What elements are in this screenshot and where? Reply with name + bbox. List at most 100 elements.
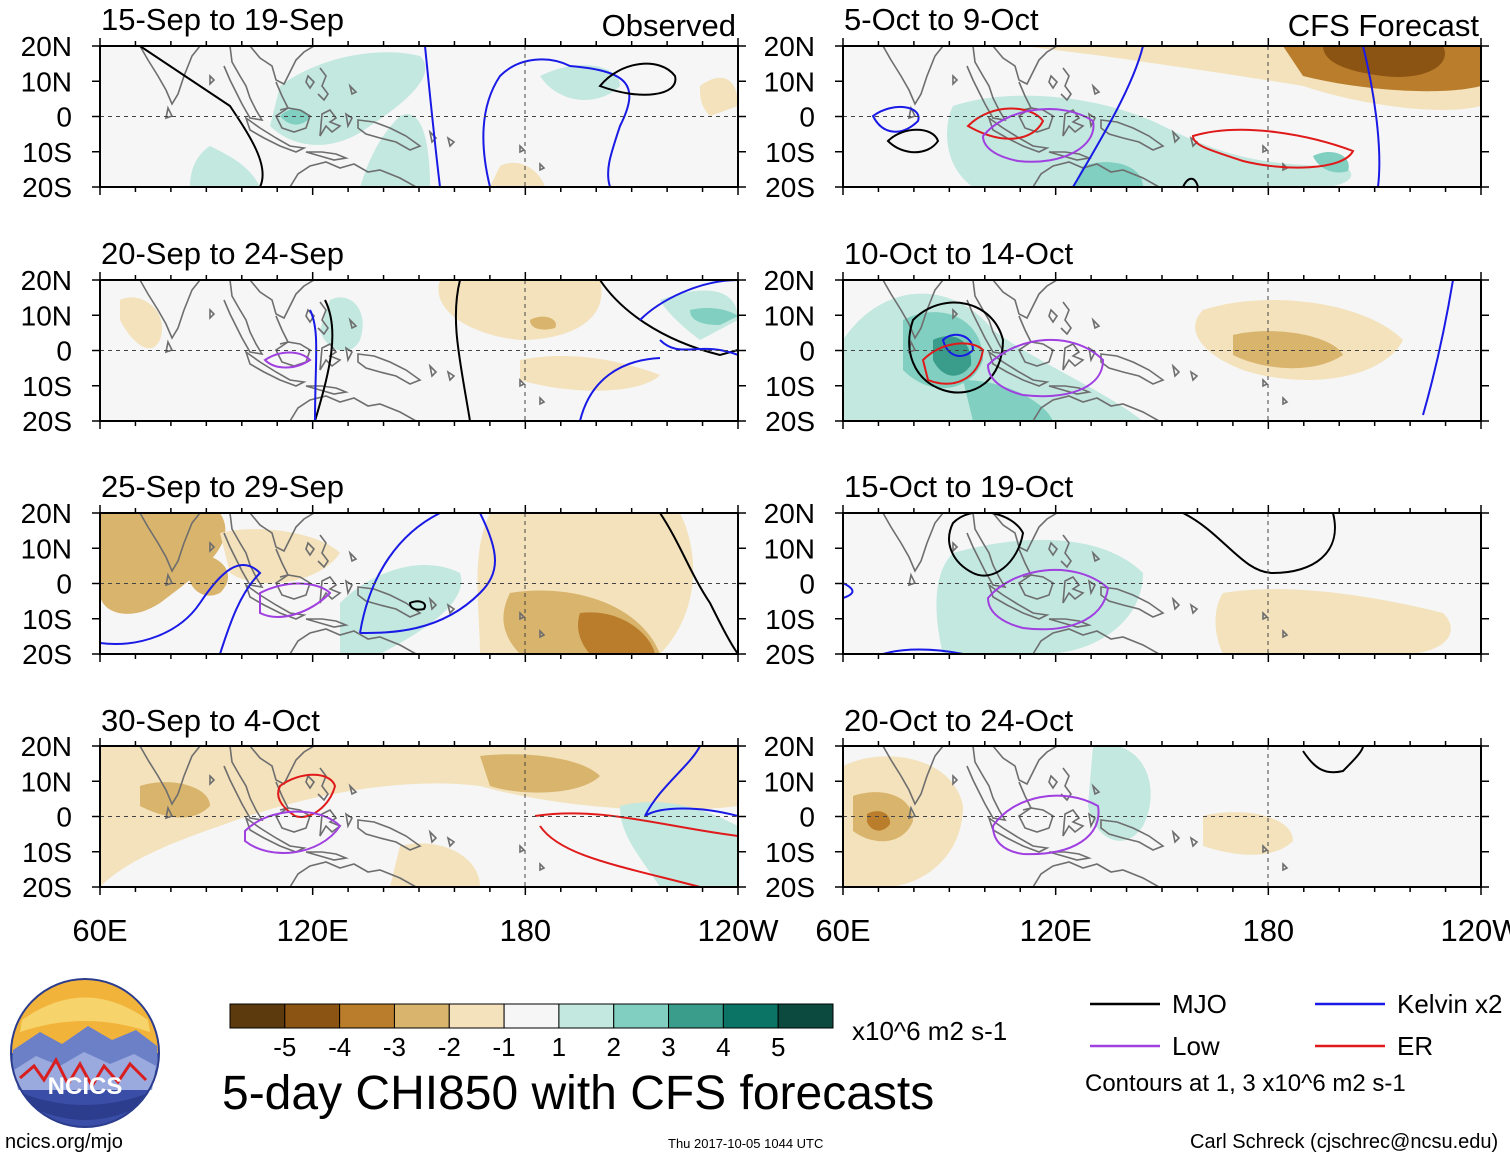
lon-tick-label: 120W <box>1441 913 1510 948</box>
colorbar-units: x10^6 m2 s-1 <box>852 1016 1008 1046</box>
lat-tick-label: 10S <box>22 137 72 168</box>
colorbar-label: 4 <box>716 1032 730 1062</box>
lat-tick-label: 10S <box>22 604 72 635</box>
wave-contour <box>359 513 496 634</box>
anomaly-shading <box>1313 151 1349 173</box>
lat-tick-label: 0 <box>799 569 815 600</box>
lat-tick-label: 10S <box>765 837 815 868</box>
anomaly-shading <box>320 297 363 351</box>
wave-contour <box>644 746 701 817</box>
legend-label: Low <box>1172 1031 1220 1061</box>
lat-tick-label: 0 <box>799 802 815 833</box>
wave-contour <box>948 513 1025 577</box>
colorbar-swatch <box>613 1003 670 1029</box>
colorbar-swatch <box>339 1003 395 1029</box>
lat-tick-label: 10S <box>765 604 815 635</box>
anomaly-shading <box>1233 331 1343 369</box>
source-url[interactable]: ncics.org/mjo <box>5 1131 123 1153</box>
wave-contour <box>1302 746 1364 774</box>
wave-contour <box>408 600 426 611</box>
lat-tick-label: 0 <box>56 802 72 833</box>
lat-tick-label: 20N <box>764 31 815 62</box>
wave-contour <box>871 105 920 133</box>
anomaly-shading <box>530 316 556 330</box>
colorbar-swatch <box>777 1003 834 1029</box>
anomaly-shading <box>100 513 226 614</box>
lat-tick-label: 20N <box>21 265 72 296</box>
wave-contour <box>599 280 738 357</box>
wave-contour <box>966 107 1045 140</box>
legend-label: ER <box>1397 1031 1433 1061</box>
map-panel: 15-Oct to 19-Oct 20N 10N 0 10S 20S <box>764 469 1489 670</box>
wave-contour <box>659 513 738 654</box>
logo-text: NCICS <box>48 1073 123 1100</box>
lat-tick-label: 0 <box>799 102 815 133</box>
lat-tick-label: 10N <box>764 66 815 97</box>
wave-contour <box>644 807 738 817</box>
anomaly-shading <box>963 380 1053 421</box>
anomaly-shading <box>438 280 602 340</box>
legend: MJO Kelvin x2 Low ER <box>1090 989 1503 1061</box>
lat-tick-label: 20N <box>21 731 72 762</box>
lat-tick-label: 10S <box>765 371 815 402</box>
wave-contour <box>1191 128 1355 169</box>
wave-contour <box>1422 280 1454 416</box>
lat-tick-label: 20S <box>765 639 815 670</box>
colorbar-swatch <box>722 1003 779 1029</box>
colorbar-label: -3 <box>383 1032 406 1062</box>
colorbar-swatch <box>448 1003 505 1029</box>
panel-title: 30-Sep to 4-Oct <box>101 703 320 738</box>
wave-contour <box>1182 513 1336 575</box>
lat-tick-label: 20N <box>21 31 72 62</box>
map-panel: 25-Sep to 29-Sep 20N 10N 0 10S 20S <box>21 469 746 670</box>
lat-tick-label: 20N <box>764 498 815 529</box>
anomaly-shading <box>480 754 600 793</box>
anomaly-shading <box>1323 622 1363 654</box>
anomaly-shading <box>1073 162 1143 187</box>
anomaly-shading <box>390 843 480 887</box>
lat-tick-label: 20S <box>765 872 815 903</box>
anomaly-shading <box>1203 812 1293 855</box>
anomaly-shading <box>187 553 229 596</box>
legend-note: Contours at 1, 3 x10^6 m2 s-1 <box>1085 1070 1406 1097</box>
panel-title: 5-Oct to 9-Oct <box>844 2 1039 37</box>
lat-tick-label: 20S <box>765 172 815 203</box>
lat-tick-label: 20S <box>22 639 72 670</box>
colorbar-swatch <box>503 1003 560 1029</box>
panel-header: Observed <box>602 8 736 43</box>
lat-tick-label: 10S <box>22 837 72 868</box>
lat-tick-label: 20N <box>764 731 815 762</box>
anomaly-shading <box>540 65 620 100</box>
figure-title: 5-day CHI850 with CFS forecasts <box>222 1067 935 1120</box>
lat-tick-label: 10N <box>764 300 815 331</box>
lat-tick-label: 20S <box>22 872 72 903</box>
wave-contour <box>424 46 441 187</box>
wave-contour <box>263 351 312 369</box>
anomaly-shading <box>490 162 545 187</box>
colorbar-label: 5 <box>771 1032 785 1062</box>
wave-contour <box>598 62 677 96</box>
lat-tick-label: 0 <box>56 336 72 367</box>
lon-tick-label: 60E <box>815 913 870 948</box>
lon-tick-label: 120W <box>698 913 780 948</box>
colorbar-label: -4 <box>328 1032 351 1062</box>
wave-contour <box>986 339 1105 398</box>
anomaly-shading <box>1088 746 1151 841</box>
wave-contour <box>539 825 701 887</box>
colorbar-label: -2 <box>438 1032 461 1062</box>
anomaly-shading <box>220 529 340 584</box>
wave-contour <box>482 58 631 187</box>
ncics-logo: NCICS <box>10 978 160 1128</box>
wave-contour <box>659 339 738 356</box>
wave-contour <box>981 108 1095 163</box>
lat-tick-label: 20S <box>22 172 72 203</box>
wave-contour <box>986 568 1110 631</box>
colorbar: -5 -4 -3 -2 -1 1 2 3 4 5 <box>229 1003 834 1062</box>
wave-contour <box>139 46 264 187</box>
wave-contour <box>534 812 738 837</box>
panel-header: CFS Forecast <box>1288 8 1480 43</box>
anomaly-shading <box>936 539 1143 654</box>
